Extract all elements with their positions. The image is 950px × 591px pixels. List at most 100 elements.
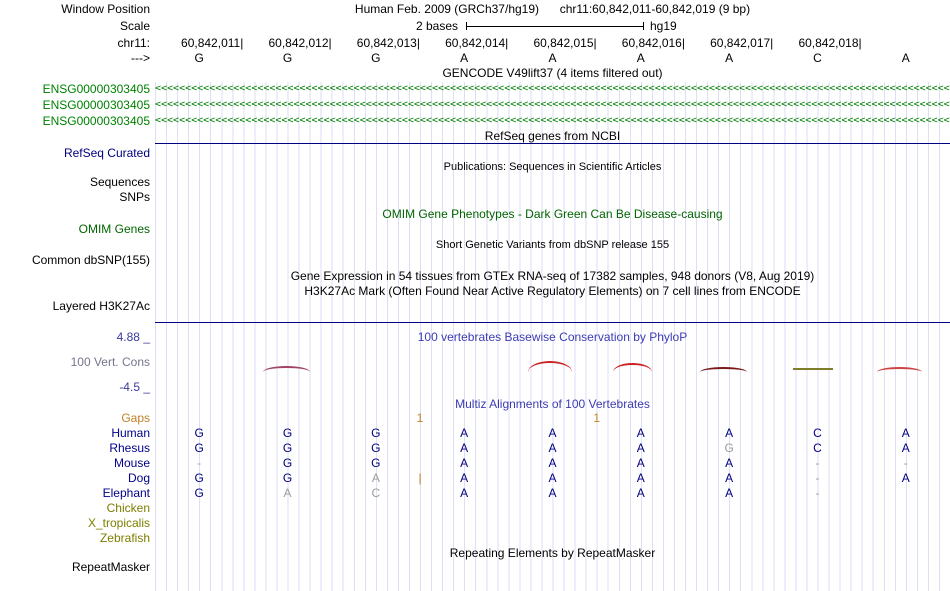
gtex-title[interactable]: Gene Expression in 54 tissues from GTEx … — [290, 269, 815, 283]
species-label[interactable]: Zebrafish — [99, 531, 150, 545]
alignment-base[interactable]: A — [460, 471, 469, 485]
conservation-mark[interactable] — [613, 363, 652, 372]
ruler-tick[interactable]: 60,842,014| — [445, 36, 509, 50]
alignment-base[interactable]: A — [460, 456, 469, 470]
ruler-tick[interactable]: 60,842,011| — [181, 36, 244, 50]
alignment-base[interactable] — [862, 516, 950, 531]
alignment-base[interactable]: A — [636, 486, 645, 500]
alignment-base[interactable]: A — [548, 486, 557, 500]
alignment-base[interactable] — [155, 531, 243, 546]
alignment-base[interactable] — [332, 501, 420, 516]
alignment-base[interactable] — [862, 501, 950, 516]
alignment-base[interactable] — [508, 516, 596, 531]
alignment-base[interactable]: - — [197, 456, 202, 470]
alignment-base[interactable] — [773, 516, 861, 531]
alignment-base[interactable]: - — [815, 471, 820, 485]
species-label[interactable]: Elephant — [102, 486, 150, 500]
alignment-base[interactable]: A — [460, 486, 469, 500]
dbsnp-label[interactable]: Common dbSNP(155) — [31, 253, 150, 267]
alignment-base[interactable]: G — [371, 456, 381, 470]
conservation-mark[interactable] — [793, 368, 833, 372]
species-label[interactable]: Chicken — [106, 501, 150, 515]
snps-label[interactable]: SNPs — [119, 190, 150, 204]
alignment-base[interactable]: G — [371, 441, 381, 455]
alignment-base[interactable]: A — [283, 486, 292, 500]
species-label[interactable]: Human — [111, 426, 150, 440]
conservation-title[interactable]: 100 vertebrates Basewise Conservation by… — [417, 330, 688, 344]
alignment-base[interactable]: - — [815, 456, 820, 470]
alignment-base[interactable]: G — [724, 441, 734, 455]
alignment-base[interactable]: A — [901, 426, 910, 440]
conservation-mark[interactable] — [263, 366, 310, 372]
alignment-base[interactable]: A — [901, 441, 910, 455]
species-alignment[interactable] — [155, 516, 950, 531]
alignment-base[interactable] — [597, 516, 685, 531]
h3k27ac-title[interactable]: H3K27Ac Mark (Often Found Near Active Re… — [304, 284, 801, 298]
alignment-base[interactable]: G — [194, 486, 204, 500]
alignment-base[interactable]: A — [548, 441, 557, 455]
alignment-base[interactable] — [155, 516, 243, 531]
alignment-base[interactable] — [685, 531, 773, 546]
alignment-base[interactable] — [243, 531, 331, 546]
alignment-base[interactable]: - — [903, 456, 908, 470]
publications-title[interactable]: Publications: Sequences in Scientific Ar… — [443, 161, 662, 173]
alignment-base[interactable]: G — [194, 441, 204, 455]
ruler-tick[interactable]: 60,842,012| — [268, 36, 332, 50]
species-label[interactable]: Rhesus — [109, 441, 150, 455]
gene-strand-arrows[interactable]: <<<<<<<<<<<<<<<<<<<<<<<<<<<<<<<<<<<<<<<<… — [155, 99, 950, 110]
alignment-base[interactable] — [332, 531, 420, 546]
alignment-base[interactable]: A — [636, 441, 645, 455]
ruler-tick-empty[interactable] — [862, 36, 950, 50]
gene-label[interactable]: ENSG00000303405 — [42, 114, 150, 128]
alignment-base[interactable] — [685, 516, 773, 531]
alignment-base[interactable]: A — [548, 471, 557, 485]
h3k27ac-label[interactable]: Layered H3K27Ac — [52, 299, 150, 313]
alignment-base[interactable]: A — [636, 456, 645, 470]
ruler-tick[interactable]: 60,842,018| — [798, 36, 862, 50]
alignment-base[interactable]: - — [815, 486, 820, 500]
species-alignment[interactable] — [155, 501, 950, 516]
conservation-mark[interactable] — [528, 361, 572, 372]
alignment-base[interactable]: A — [901, 471, 910, 485]
alignment-base[interactable]: A — [725, 486, 734, 500]
species-alignment[interactable] — [155, 531, 950, 546]
ruler-ticks[interactable]: 60,842,011| 60,842,012| 60,842,013| 60,842,… — [155, 36, 950, 50]
alignment-base[interactable] — [243, 501, 331, 516]
alignment-base[interactable]: G — [282, 426, 293, 440]
gene-strand-arrows[interactable]: <<<<<<<<<<<<<<<<<<<<<<<<<<<<<<<<<<<<<<<<… — [155, 115, 950, 126]
alignment-base[interactable]: C — [813, 426, 822, 440]
alignment-base[interactable] — [862, 531, 950, 546]
alignment-base[interactable]: G — [371, 426, 381, 440]
alignment-base[interactable] — [862, 486, 950, 501]
alignment-base[interactable] — [420, 516, 508, 531]
alignment-base[interactable] — [332, 516, 420, 531]
alignment-base[interactable] — [508, 531, 596, 546]
alignment-base[interactable]: C — [371, 486, 381, 500]
refseq-title[interactable]: RefSeq genes from NCBI — [484, 129, 621, 143]
alignment-base[interactable]: G — [282, 441, 293, 455]
alignment-base[interactable] — [420, 531, 508, 546]
alignment-base[interactable] — [773, 531, 861, 546]
gene-label[interactable]: ENSG00000303405 — [42, 82, 150, 96]
ruler-tick[interactable]: 60,842,013| — [356, 36, 420, 50]
alignment-base[interactable]: C — [813, 441, 822, 455]
alignment-base[interactable] — [420, 501, 508, 516]
alignment-base[interactable] — [508, 501, 596, 516]
alignment-base[interactable]: A — [460, 441, 469, 455]
ruler-tick[interactable]: 60,842,017| — [710, 36, 774, 50]
alignment-base[interactable]: G — [194, 471, 204, 485]
gene-label[interactable]: ENSG00000303405 — [42, 98, 150, 112]
repeatmasker-title[interactable]: Repeating Elements by RepeatMasker — [449, 546, 656, 560]
alignment-base[interactable]: A — [548, 426, 557, 440]
ruler-tick[interactable]: 60,842,015| — [533, 36, 597, 50]
multiz-title[interactable]: Multiz Alignments of 100 Vertebrates — [455, 397, 650, 411]
species-label[interactable]: Dog — [127, 471, 150, 485]
species-label[interactable]: Mouse — [113, 456, 150, 470]
ruler-tick[interactable]: 60,842,016| — [621, 36, 685, 50]
alignment-base[interactable] — [155, 501, 243, 516]
alignment-base[interactable]: A — [636, 426, 645, 440]
gaps-label[interactable]: Gaps — [121, 411, 150, 425]
